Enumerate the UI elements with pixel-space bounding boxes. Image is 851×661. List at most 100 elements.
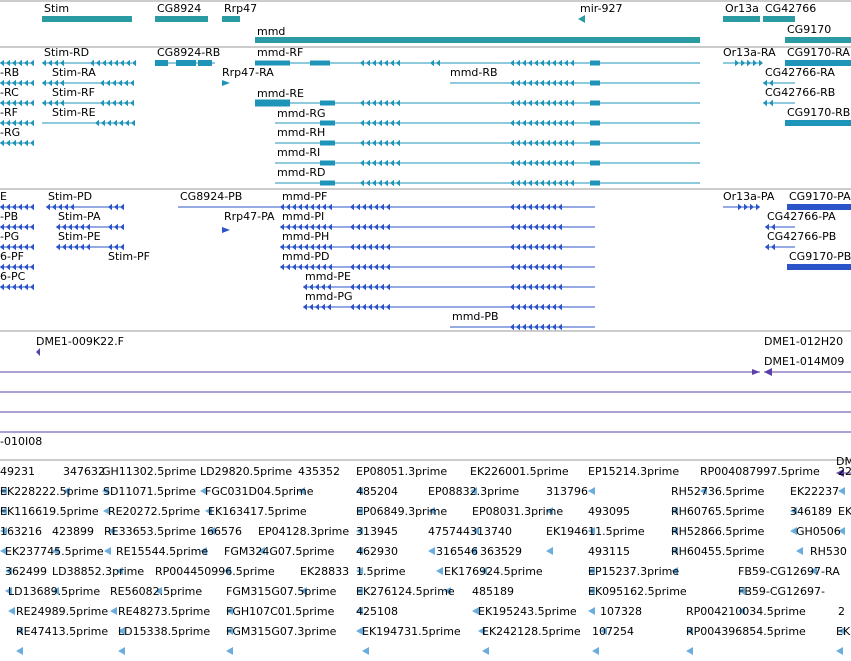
est-feature[interactable] — [0, 547, 7, 555]
est-label[interactable]: EK22237 — [790, 485, 840, 498]
est-feature[interactable] — [472, 607, 479, 615]
clone-dme1-009k22[interactable] — [36, 348, 40, 356]
est-feature[interactable] — [118, 647, 125, 655]
cdna-label-stim-pa[interactable]: Stim-PA — [58, 210, 101, 223]
cdna-label-stim-pd[interactable]: Stim-PD — [48, 190, 93, 203]
est-label[interactable]: RP004087997.5prime — [700, 465, 820, 478]
est-label[interactable]: 2 — [838, 605, 845, 618]
cdna-label-mmd-ph[interactable]: mmd-PH — [282, 230, 330, 243]
est-label[interactable]: RE24989.5prime — [16, 605, 109, 618]
gene-cg9170[interactable] — [785, 37, 851, 43]
est-label[interactable]: FGC031D04.5prime — [205, 485, 314, 498]
clone-marker[interactable] — [836, 469, 844, 477]
transcript-mmd-rd-exon[interactable] — [320, 180, 335, 186]
est-feature[interactable] — [472, 527, 479, 535]
cdna-label-cg42766-pb[interactable]: CG42766-PB — [767, 230, 837, 243]
est-label[interactable]: EK116619.5prime — [0, 505, 99, 518]
est-feature[interactable] — [738, 587, 745, 595]
est-feature[interactable] — [671, 567, 678, 575]
est-feature[interactable] — [108, 527, 115, 535]
est-label[interactable]: RE48273.5prime — [118, 605, 211, 618]
est-feature[interactable] — [118, 627, 125, 635]
est-feature[interactable] — [52, 547, 59, 555]
est-feature[interactable] — [205, 507, 212, 515]
est-feature[interactable] — [356, 607, 363, 615]
clone-label-dme1-009k22[interactable]: DME1-009K22.F — [36, 335, 124, 348]
transcript-mmd-rg-exon[interactable] — [320, 120, 335, 126]
est-feature[interactable] — [356, 507, 363, 515]
est-feature[interactable] — [362, 647, 369, 655]
transcript-mmd-ri-exon[interactable] — [590, 160, 600, 166]
gene-cg8924[interactable] — [155, 16, 208, 22]
est-label[interactable]: EK226001.5prime — [470, 465, 569, 478]
est-feature[interactable] — [478, 627, 485, 635]
transcript-mmd-rf-exon[interactable] — [255, 60, 290, 66]
est-feature[interactable] — [16, 627, 23, 635]
transcript-label[interactable]: -RB — [0, 66, 20, 79]
cdna-label[interactable]: 6-PF — [0, 250, 24, 263]
est-feature[interactable] — [546, 507, 553, 515]
transcript-label-stim-re[interactable]: Stim-RE — [52, 106, 96, 119]
est-label[interactable]: RH60455.5prime — [671, 545, 765, 558]
est-feature[interactable] — [208, 527, 215, 535]
transcript-cg9170-rb[interactable] — [785, 120, 851, 126]
est-label[interactable]: FB59-CG12697-RA — [738, 565, 840, 578]
est-label[interactable]: RH52736.5prime — [671, 485, 765, 498]
est-feature[interactable] — [588, 607, 595, 615]
est-label[interactable]: EK194731.5prime — [362, 625, 461, 638]
transcript-mmd-ri-exon[interactable] — [320, 160, 335, 166]
cdna-label-mmd-pd[interactable]: mmd-PD — [282, 250, 330, 263]
est-label[interactable]: SD11071.5prime — [103, 485, 196, 498]
est-feature[interactable] — [8, 607, 15, 615]
est-feature[interactable] — [436, 567, 443, 575]
est-feature[interactable] — [356, 567, 363, 575]
transcript-cg8924-rb-exon[interactable] — [155, 60, 168, 66]
est-label[interactable]: EK242128.5prime — [482, 625, 581, 638]
est-feature[interactable] — [226, 647, 233, 655]
est-label[interactable]: GH11302.5prime — [102, 465, 197, 478]
clone-end[interactable] — [752, 369, 760, 375]
gene-label-stim[interactable]: Stim — [44, 2, 70, 15]
est-feature[interactable] — [671, 507, 678, 515]
est-label[interactable]: 493115 — [588, 545, 630, 558]
est-label[interactable]: RE56082.5prime — [110, 585, 203, 598]
est-feature[interactable] — [836, 647, 843, 655]
est-label[interactable]: EP04128.3prime — [258, 525, 350, 538]
transcript-label[interactable]: -RC — [0, 86, 19, 99]
est-feature[interactable] — [482, 647, 489, 655]
transcript-mmd-re-exon[interactable] — [590, 100, 600, 106]
est-feature[interactable] — [588, 527, 595, 535]
cdna-label-mmd-pf[interactable]: mmd-PF — [282, 190, 328, 203]
gene-stim[interactable] — [42, 16, 132, 22]
est-label[interactable]: RP004210034.5prime — [686, 605, 806, 618]
est-label[interactable]: RH530 — [810, 545, 847, 558]
est-feature[interactable] — [298, 487, 305, 495]
est-feature[interactable] — [592, 647, 599, 655]
cdna-label-mmd-pi[interactable]: mmd-PI — [282, 210, 325, 223]
est-feature[interactable] — [103, 507, 110, 515]
est-feature[interactable] — [838, 527, 845, 535]
transcript-label[interactable]: -RG — [0, 126, 21, 139]
est-feature[interactable] — [356, 547, 363, 555]
transcript-mmd-rd-exon[interactable] — [590, 180, 600, 186]
est-label[interactable]: FGH107C01.5prime — [226, 605, 335, 618]
est-feature[interactable] — [200, 487, 207, 495]
est-label[interactable]: RP004396854.5prime — [686, 625, 806, 638]
est-label[interactable]: EK276124.5prime — [356, 585, 455, 598]
est-feature[interactable] — [796, 547, 803, 555]
est-label[interactable]: 362499 — [5, 565, 47, 578]
est-label[interactable]: 493095 — [588, 505, 630, 518]
est-label[interactable]: 475744 — [428, 525, 470, 538]
est-feature[interactable] — [63, 487, 70, 495]
est-label[interactable]: 347632 — [63, 465, 105, 478]
transcript-label-cg9170-ra[interactable]: CG9170-RA — [787, 46, 850, 59]
est-feature[interactable] — [790, 507, 797, 515]
est-feature[interactable] — [444, 587, 451, 595]
cdna-label-or13a-pa[interactable]: Or13a-PA — [723, 190, 775, 203]
est-label[interactable]: RH60765.5prime — [671, 505, 765, 518]
cdna-label-cg8924-pb[interactable]: CG8924-PB — [180, 190, 243, 203]
est-feature[interactable] — [224, 567, 231, 575]
est-feature[interactable] — [738, 607, 745, 615]
cdna-label-stim-pe[interactable]: Stim-PE — [58, 230, 101, 243]
est-feature[interactable] — [356, 627, 363, 635]
